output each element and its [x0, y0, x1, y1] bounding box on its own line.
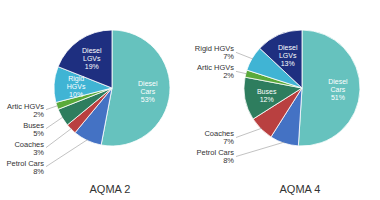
svg-text:Rigid HGVs7%: Rigid HGVs7%: [195, 44, 235, 61]
svg-text:DieselCars51%: DieselCars51%: [328, 78, 348, 101]
svg-text:DieselLGVs13%: DieselLGVs13%: [278, 43, 298, 66]
svg-text:Artic HGVs2%: Artic HGVs2%: [8, 101, 44, 118]
svg-text:Buses5%: Buses5%: [23, 120, 44, 137]
svg-text:DieselCars53%: DieselCars53%: [138, 80, 158, 103]
svg-text:Petrol Cars8%: Petrol Cars8%: [8, 158, 44, 175]
svg-text:Buses12%: Buses12%: [257, 87, 277, 102]
html-text:AQMA 4: AQMA 4: [279, 183, 321, 195]
svg-text:DieselLGVs19%: DieselLGVs19%: [82, 47, 102, 70]
svg-text:Petrol Cars8%: Petrol Cars8%: [196, 148, 234, 165]
svg-text:Artic HGVs2%: Artic HGVs2%: [197, 63, 234, 80]
svg-text:RigidHGVs10%: RigidHGVs10%: [67, 74, 86, 97]
svg-text:Coaches7%: Coaches7%: [204, 129, 234, 146]
html-text:AQMA 2: AQMA 2: [89, 183, 131, 195]
svg-text:Coaches3%: Coaches3%: [14, 139, 44, 156]
